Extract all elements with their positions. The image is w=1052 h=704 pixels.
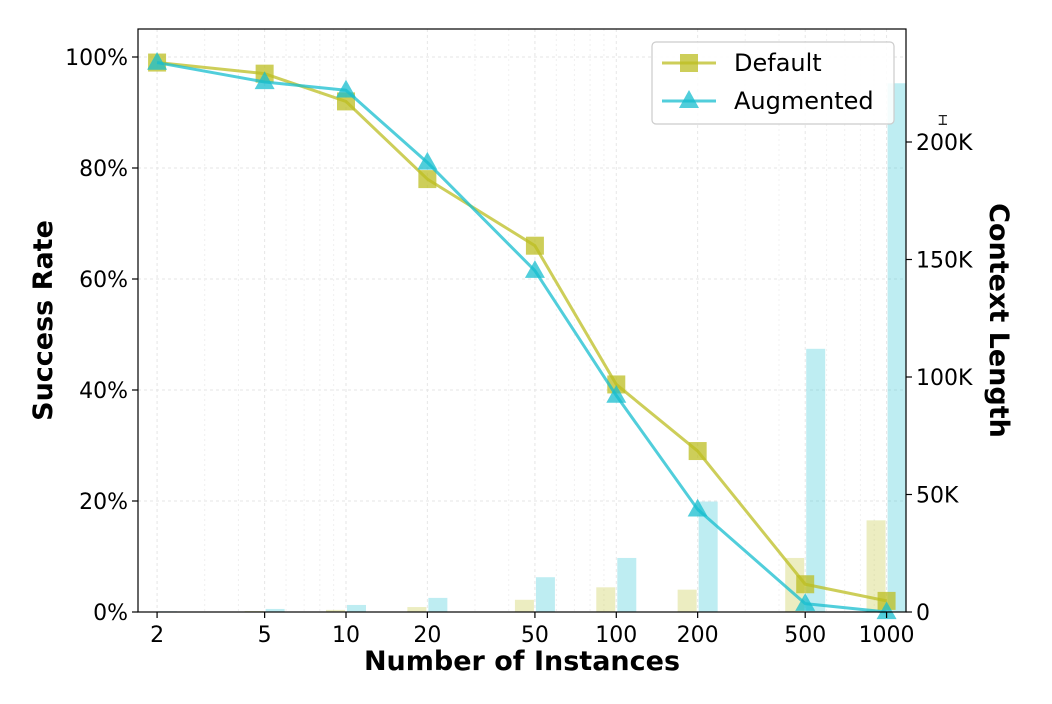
y2-tick-label: 50K: [916, 484, 959, 509]
y2-tick-label: 0: [916, 601, 930, 626]
x-tick-label: 200: [677, 623, 719, 648]
context-length-bars: [137, 83, 907, 612]
bar-default: [866, 520, 886, 612]
legend-label-augmented: Augmented: [734, 87, 874, 115]
y-tick-label: 0%: [93, 601, 128, 626]
y2-axis-title: Context Length: [983, 203, 1014, 438]
point-augmented: [417, 151, 438, 170]
x-tick-label: 50: [521, 623, 549, 648]
y-tick-label: 100%: [65, 46, 128, 71]
y-tick-label: 20%: [79, 490, 128, 515]
axis-ticks: 0% 20% 40% 60% 80% 100% 0 50K 100K 150K 200K 2 5 10 20…: [65, 46, 973, 648]
bar-default: [677, 589, 697, 612]
success-rate-lines: [147, 52, 897, 620]
bar-augmented: [887, 83, 907, 612]
plot-frame: [137, 28, 907, 613]
bar-augmented: [535, 577, 555, 612]
point-augmented: [254, 71, 275, 90]
bar-default: [514, 599, 534, 612]
bar-augmented: [806, 348, 826, 612]
legend: Default Augmented: [651, 41, 895, 125]
bar-augmented: [698, 501, 718, 612]
point-default: [688, 442, 707, 461]
line-augmented: [156, 61, 887, 614]
x-tick-label: 500: [784, 623, 826, 648]
bar-augmented: [428, 597, 448, 612]
point-default: [418, 170, 437, 189]
y-axis-title: Success Rate: [28, 220, 59, 421]
bar-augmented: [265, 608, 285, 612]
point-augmented: [876, 601, 897, 620]
x-tick-label: 5: [258, 623, 272, 648]
y-tick-label: 40%: [79, 379, 128, 404]
point-default: [525, 236, 544, 255]
x-tick-label: 2: [150, 623, 164, 648]
x-axis-title: Number of Instances: [364, 646, 680, 677]
x-tick-label: 100: [595, 623, 637, 648]
x-tick-label: 10: [332, 623, 360, 648]
legend-marker-augmented: [679, 90, 699, 108]
y-tick-label: 60%: [79, 268, 128, 293]
grid-lines: [138, 29, 906, 613]
point-augmented: [606, 385, 627, 403]
y-tick-label: 80%: [79, 157, 128, 182]
point-default: [877, 591, 896, 610]
y2-tick-label: 100K: [916, 366, 973, 391]
point-default: [796, 575, 815, 594]
bar-default: [596, 587, 616, 612]
point-augmented: [335, 79, 356, 98]
point-augmented: [524, 260, 545, 278]
text-cursor-icon: ⌶: [938, 110, 948, 129]
point-augmented: [147, 52, 168, 70]
legend-marker-default: [680, 54, 698, 72]
point-augmented: [687, 498, 708, 517]
y2-tick-label: 150K: [916, 249, 973, 274]
bar-default: [407, 607, 427, 612]
x-tick-label: 1000: [859, 623, 915, 648]
line-default: [156, 61, 887, 603]
legend-label-default: Default: [734, 49, 822, 77]
point-augmented: [795, 593, 816, 611]
bar-augmented: [617, 557, 637, 612]
y2-tick-label: 200K: [916, 131, 973, 156]
bar-default: [325, 609, 345, 612]
x-tick-label: 20: [413, 623, 441, 648]
bar-augmented: [346, 604, 366, 612]
